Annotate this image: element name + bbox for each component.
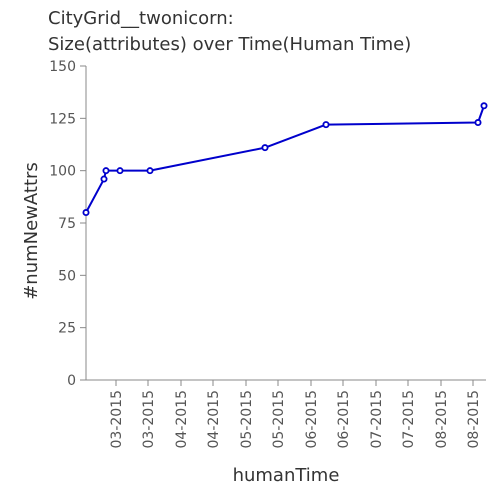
y-tick-label: 100 xyxy=(49,164,76,180)
x-tick-label: 04-2015 xyxy=(206,390,222,449)
data-point xyxy=(146,167,154,175)
x-tick-label: 05-2015 xyxy=(239,390,255,449)
data-point xyxy=(102,167,110,175)
y-tick-label: 50 xyxy=(58,268,76,284)
data-point xyxy=(116,167,124,175)
x-tick-label: 06-2015 xyxy=(304,390,320,449)
data-point xyxy=(474,119,482,127)
y-tick-label: 0 xyxy=(67,373,76,389)
data-point xyxy=(322,121,330,129)
x-tick-label: 08-2015 xyxy=(466,390,482,449)
x-ticks: 03-2015 03-2015 04-2015 04-2015 05-2015 05-20… xyxy=(109,380,482,449)
x-tick-label: 05-2015 xyxy=(271,390,287,449)
x-axis-label: humanTime xyxy=(233,465,340,486)
data-point xyxy=(480,102,488,110)
y-ticks: 0 25 50 75 100 125 150 xyxy=(49,59,86,389)
x-tick-label: 03-2015 xyxy=(109,390,125,449)
chart-title-line-1: CityGrid__twonicorn: xyxy=(48,8,234,29)
data-point xyxy=(82,209,90,217)
x-tick-label: 03-2015 xyxy=(141,390,157,449)
data-point xyxy=(100,175,108,183)
x-tick-label: 04-2015 xyxy=(174,390,190,449)
y-tick-label: 25 xyxy=(58,321,76,337)
y-tick-label: 150 xyxy=(49,59,76,75)
x-tick-label: 08-2015 xyxy=(434,390,450,449)
x-tick-label: 07-2015 xyxy=(369,390,385,449)
y-tick-label: 75 xyxy=(58,216,76,232)
y-tick-label: 125 xyxy=(49,111,76,127)
chart-title-line-2: Size(attributes) over Time(Human Time) xyxy=(48,34,411,55)
x-tick-label: 07-2015 xyxy=(401,390,417,449)
series-line xyxy=(85,105,485,214)
x-tick-label: 06-2015 xyxy=(336,390,352,449)
data-point xyxy=(261,144,269,152)
data-series xyxy=(82,102,488,217)
y-axis-label: #numNewAttrs xyxy=(21,162,42,300)
